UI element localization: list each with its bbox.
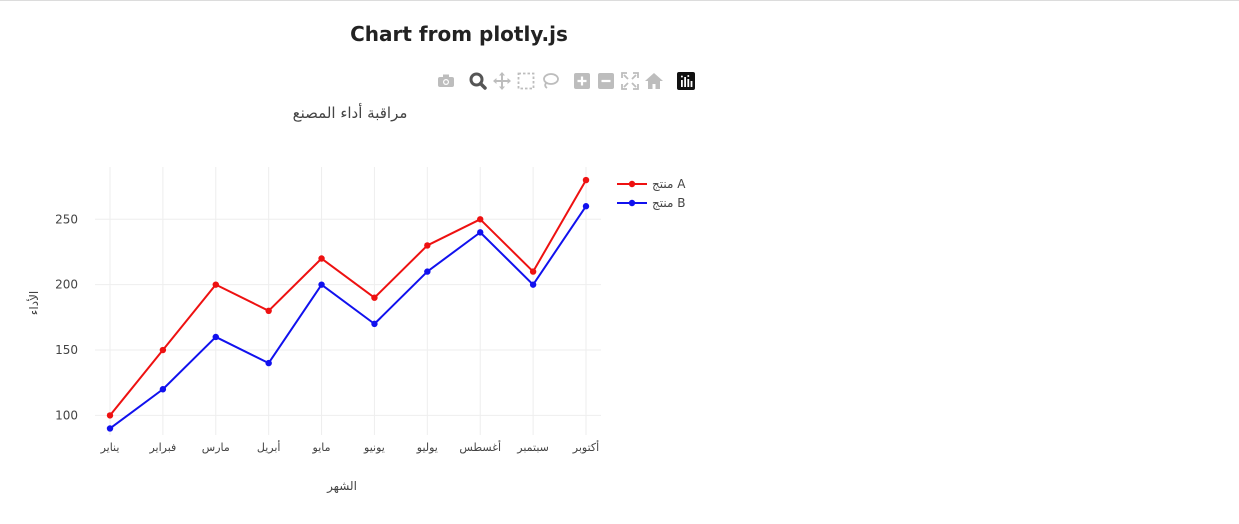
- pan-icon[interactable]: [492, 71, 512, 91]
- data-point[interactable]: [424, 268, 431, 275]
- data-point[interactable]: [106, 412, 114, 419]
- x-tick-label: أبريل: [257, 440, 281, 454]
- data-point[interactable]: [212, 333, 219, 341]
- x-tick-label: سبتمبر: [516, 441, 549, 454]
- x-tick-label: أغسطس: [459, 440, 501, 454]
- lasso-select-icon[interactable]: [540, 71, 560, 91]
- legend-marker-swatch: [628, 180, 636, 188]
- x-tick-label: يونيو: [363, 441, 385, 454]
- data-point[interactable]: [477, 216, 484, 223]
- data-point[interactable]: [371, 294, 378, 301]
- x-tick-label: يوليو: [416, 441, 438, 454]
- y-tick-label: 150: [55, 343, 78, 357]
- page-title: Chart from plotly.js: [350, 22, 568, 46]
- data-point[interactable]: [424, 242, 431, 249]
- data-point[interactable]: [318, 281, 325, 288]
- x-tick-label: مايو: [312, 441, 331, 454]
- y-tick-label: 250: [55, 212, 78, 226]
- x-tick-label: أكتوبر: [572, 440, 599, 454]
- chart-title: مراقبة أداء المصنع: [293, 103, 408, 122]
- autoscale-icon[interactable]: [620, 71, 640, 91]
- series-line[interactable]: [109, 179, 587, 417]
- series-line[interactable]: [109, 205, 587, 430]
- data-point[interactable]: [265, 307, 272, 315]
- data-point[interactable]: [265, 359, 272, 367]
- legend[interactable]: منتج A منتج B: [617, 177, 686, 210]
- y-axis-ticks: 100 150 200 250: [55, 212, 78, 422]
- zoom-in-icon[interactable]: [572, 71, 592, 91]
- x-axis-title: الشهر: [326, 479, 357, 494]
- data-point[interactable]: [159, 386, 167, 393]
- series-plot-area[interactable]: [106, 176, 590, 432]
- y-tick-label: 100: [55, 408, 78, 422]
- series-b[interactable]: [106, 203, 590, 432]
- x-tick-label: يناير: [100, 441, 120, 454]
- data-point[interactable]: [159, 346, 167, 354]
- data-point[interactable]: [529, 281, 537, 288]
- legend-label: منتج B: [652, 196, 685, 210]
- zoom-out-icon[interactable]: [596, 71, 616, 91]
- box-select-icon[interactable]: [516, 71, 536, 91]
- data-point[interactable]: [582, 203, 590, 210]
- data-point[interactable]: [212, 281, 219, 288]
- legend-item[interactable]: منتج A: [617, 177, 686, 191]
- data-point[interactable]: [371, 320, 378, 328]
- data-point[interactable]: [529, 268, 537, 275]
- x-tick-label: مارس: [202, 441, 230, 454]
- series-a[interactable]: [106, 176, 590, 419]
- data-point[interactable]: [582, 176, 590, 184]
- data-point[interactable]: [477, 229, 484, 236]
- data-point[interactable]: [106, 425, 114, 432]
- data-point[interactable]: [318, 255, 325, 262]
- y-axis-title: الأداء: [26, 291, 41, 316]
- reset-axes-icon[interactable]: [644, 71, 664, 91]
- grid: [95, 167, 601, 435]
- zoom-icon[interactable]: [468, 71, 488, 91]
- legend-marker-swatch: [628, 199, 636, 207]
- legend-item[interactable]: منتج B: [617, 196, 685, 210]
- x-axis-ticks: يناير فبراير مارس أبريل مايو يونيو يوليو أغسطس س…: [100, 440, 600, 454]
- y-tick-label: 200: [55, 278, 78, 292]
- top-divider: [0, 0, 1239, 1]
- plotly-logo-icon[interactable]: [676, 71, 696, 91]
- x-tick-label: فبراير: [148, 441, 176, 454]
- camera-icon[interactable]: [436, 71, 456, 91]
- legend-label: منتج A: [652, 177, 686, 191]
